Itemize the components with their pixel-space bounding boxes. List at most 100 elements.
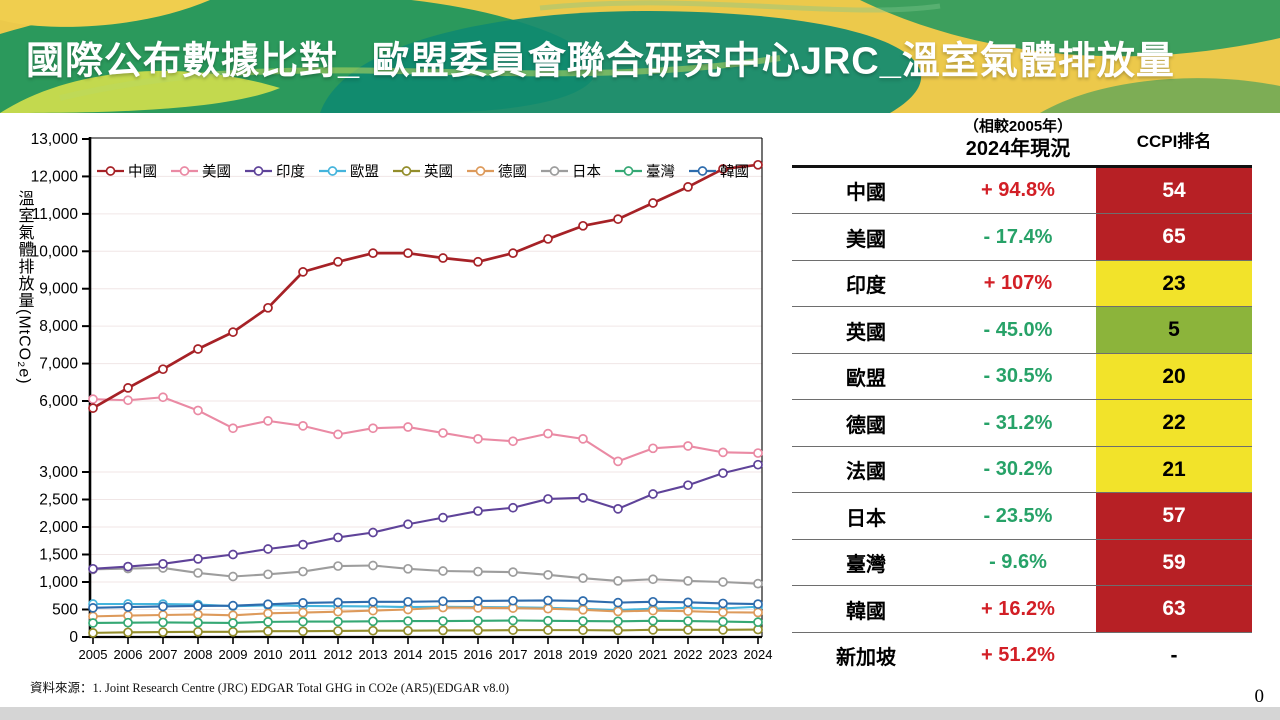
series-line-eu [93, 602, 759, 612]
table-body: 中國 + 94.8% 54 美國 - 17.4% 65 印度 + 107% 23 英國 - 45.0… [792, 167, 1252, 679]
series-marker-india [228, 549, 238, 560]
series-marker-taiwan [718, 616, 728, 627]
series-marker-taiwan [158, 617, 168, 628]
y-tick-label: 13,000 [31, 131, 79, 148]
header-change-column: （相較2005年） 2024年現況 [940, 118, 1096, 162]
table-row: 韓國 + 16.2% 63 [792, 586, 1252, 633]
series-marker-china [368, 248, 378, 259]
legend-label: 德國 [498, 164, 527, 181]
y-tick-label: 10,000 [31, 243, 79, 260]
change-cell: + 51.2% [981, 644, 1055, 666]
change-cell: + 94.8% [981, 179, 1055, 201]
series-marker-china [228, 327, 238, 337]
series-marker-india [158, 559, 168, 569]
series-marker-usa [508, 436, 518, 447]
ccpi-rank-cell: 23 [1096, 260, 1252, 307]
legend-item: 歐盟 [319, 164, 379, 181]
series-line-china [92, 163, 759, 410]
country-cell: 德國 [846, 414, 886, 437]
series-marker-uk [298, 626, 308, 637]
series-marker-taiwan [473, 615, 483, 626]
ccpi-rank-cell: 5 [1096, 307, 1252, 353]
table-row: 日本 - 23.5% 57 [792, 493, 1252, 540]
legend-label: 歐盟 [350, 164, 379, 181]
x-tick-label: 2009 [219, 647, 248, 662]
series-marker-uk [333, 626, 343, 636]
x-tick-label: 2017 [499, 647, 528, 662]
series-marker-taiwan [333, 616, 343, 627]
series-marker-korea [648, 596, 658, 607]
series-marker-china [263, 302, 273, 313]
legend-marker [475, 166, 486, 176]
series-marker-japan [718, 577, 728, 587]
series-marker-uk [368, 625, 378, 636]
table-row: 美國 - 17.4% 65 [792, 214, 1252, 261]
ccpi-rank-cell: 63 [1096, 586, 1252, 632]
series-marker-taiwan [613, 616, 623, 627]
ccpi-rank-cell: 65 [1096, 214, 1252, 260]
series-line-uk [92, 628, 759, 634]
table-row: 新加坡 + 51.2% - [792, 633, 1252, 679]
series-marker-china [123, 383, 133, 393]
legend-marker [549, 166, 560, 176]
series-marker-usa [298, 421, 308, 431]
series-marker-japan [298, 566, 308, 577]
legend-label: 印度 [276, 164, 305, 181]
series-marker-india [543, 494, 553, 504]
x-tick-label: 2024 [744, 647, 773, 662]
series-marker-usa [753, 448, 763, 458]
y-tick-label: 1,000 [39, 574, 78, 591]
series-marker-germany [683, 606, 693, 616]
series-marker-india [263, 544, 273, 554]
legend-marker [327, 166, 338, 176]
legend-label: 日本 [572, 164, 601, 181]
table-row: 歐盟 - 30.5% 20 [792, 353, 1252, 401]
series-marker-japan [543, 570, 553, 580]
header-change-line1: （相較2005年） [963, 118, 1073, 135]
series-marker-japan [228, 571, 238, 582]
series-marker-taiwan [193, 617, 203, 628]
series-marker-korea [543, 595, 553, 606]
series-marker-korea [578, 596, 588, 606]
series-marker-india [193, 554, 203, 564]
series-marker-taiwan [508, 615, 518, 626]
page-number: 0 [1254, 686, 1265, 707]
series-marker-uk [123, 627, 133, 638]
x-tick-label: 2012 [324, 647, 353, 662]
series-marker-germany [193, 609, 203, 620]
series-marker-china [473, 256, 483, 267]
country-cell: 英國 [846, 321, 886, 344]
series-marker-germany [578, 604, 588, 615]
series-marker-usa [333, 429, 343, 440]
ccpi-rank-cell: - [1170, 643, 1178, 667]
comparison-table: （相較2005年） 2024年現況 CCPI排名 中國 + 94.8% 54 美國 - … [792, 118, 1252, 678]
series-marker-taiwan [438, 616, 448, 626]
series-marker-japan [683, 576, 693, 586]
series-marker-india [333, 532, 343, 543]
y-tick-label: 3,000 [39, 464, 78, 481]
y-tick-label: 9,000 [39, 281, 78, 298]
series-marker-uk [193, 626, 203, 637]
series-marker-china [438, 253, 448, 263]
series-marker-uk [438, 625, 448, 636]
series-marker-taiwan [648, 615, 658, 626]
ccpi-rank-cell: 54 [1096, 167, 1252, 214]
change-cell: - 9.6% [989, 551, 1047, 573]
series-marker-germany [543, 603, 553, 614]
change-cell: + 16.2% [981, 597, 1055, 620]
series-marker-japan [473, 566, 483, 577]
y-tick-label: 0 [69, 629, 78, 646]
country-cell: 印度 [846, 275, 886, 297]
legend-label: 韓國 [720, 164, 749, 181]
country-cell: 法國 [846, 461, 886, 483]
series-marker-germany [753, 607, 763, 618]
change-cell: - 23.5% [983, 504, 1053, 527]
x-tick-label: 2023 [709, 647, 738, 662]
change-cell: - 30.2% [983, 458, 1053, 480]
series-marker-korea [613, 597, 623, 608]
x-tick-label: 2013 [359, 647, 388, 662]
series-marker-uk [683, 624, 693, 635]
series-marker-china [648, 198, 658, 208]
source-note: 資料來源：1. Joint Research Centre (JRC) EDGA… [30, 681, 510, 695]
series-marker-uk [228, 626, 238, 637]
